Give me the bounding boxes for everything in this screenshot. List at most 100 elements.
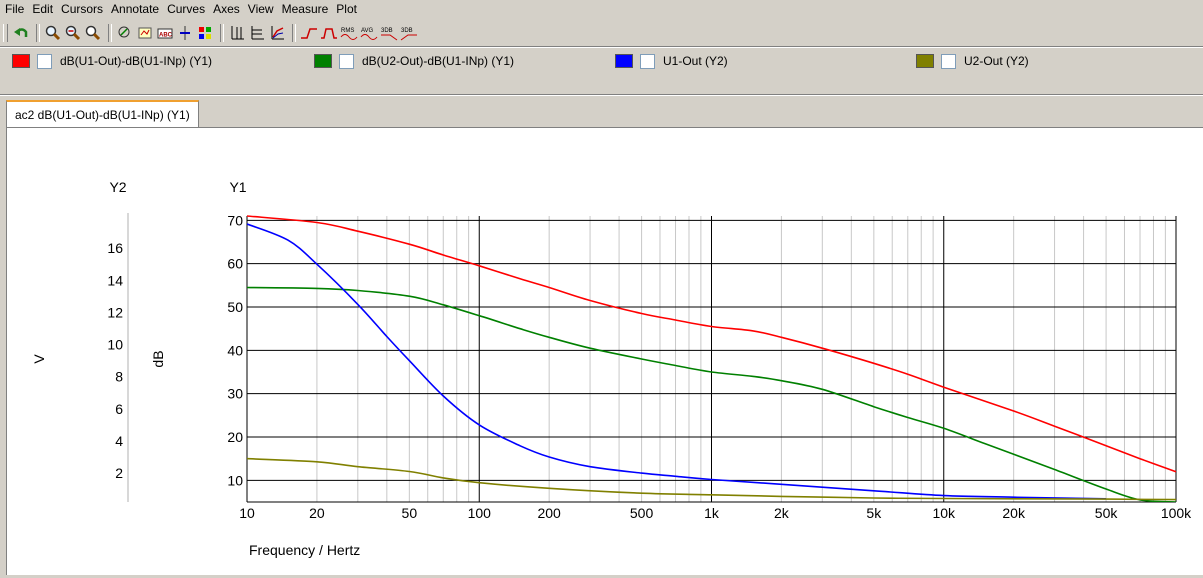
cursor-icon[interactable]	[116, 23, 134, 43]
divider	[0, 47, 1203, 48]
legend-checkbox[interactable]	[339, 53, 354, 69]
x-axis-label: Frequency / Hertz	[249, 542, 360, 558]
menu-edit[interactable]: Edit	[32, 2, 54, 16]
series-line-3	[247, 457, 1177, 501]
zoom-out-icon[interactable]	[64, 23, 82, 43]
rms-icon[interactable]: RMS	[340, 23, 358, 43]
series-line-1	[247, 286, 1177, 502]
toolbar-grip[interactable]	[3, 24, 8, 42]
3db-icon[interactable]: 3DB	[380, 23, 398, 43]
x-tick-label: 10k	[932, 505, 956, 521]
toolbar-separator	[108, 24, 112, 42]
legend-item[interactable]: dB(U2-Out)-dB(U1-INp) (Y1)	[314, 51, 514, 71]
legend-label: U1-Out (Y2)	[663, 54, 728, 68]
x-tick-label: 20k	[1002, 505, 1026, 521]
y2-tick-label: 4	[115, 433, 123, 449]
legend-item[interactable]: dB(U1-Out)-dB(U1-INp) (Y1)	[12, 51, 212, 71]
y1-tick-label: 70	[227, 212, 243, 228]
cursor-pair-icon[interactable]	[136, 23, 154, 43]
y2-tick-label: 2	[115, 465, 123, 481]
x-tick-label: 200	[537, 505, 561, 521]
chart[interactable]: 10 20 50 100 200 500 1k 2k 5k 10k 20k 50k 100k 10 20 30…	[7, 128, 1203, 575]
y2-tick-label: 14	[107, 272, 123, 288]
legend-swatch[interactable]	[615, 54, 633, 68]
y2-axis-title: Y2	[109, 179, 126, 195]
menu-cursors[interactable]: Cursors	[61, 2, 104, 16]
x-tick-label: 500	[630, 505, 654, 521]
y1-tick-label: 20	[227, 429, 243, 445]
y1-axis-label: dB	[150, 350, 166, 367]
menu-curves[interactable]: Curves	[167, 2, 206, 16]
add-trace-icon[interactable]	[176, 23, 194, 43]
legend-checkbox[interactable]	[37, 53, 52, 69]
avg-icon[interactable]: AVG	[360, 23, 378, 43]
x-tick-label: 1k	[704, 505, 720, 521]
avg-icon-text: AVG	[361, 28, 374, 34]
legend-item[interactable]: U2-Out (Y2)	[916, 51, 1029, 71]
y2-tick-label: 16	[107, 240, 123, 256]
axis-icon[interactable]	[248, 23, 266, 43]
x-tick-label: 10	[239, 505, 255, 521]
label-icon[interactable]: ABC	[156, 23, 174, 43]
y1-tick-label: 30	[227, 386, 243, 402]
legend-swatch[interactable]	[314, 54, 332, 68]
menu-file[interactable]: File	[5, 2, 25, 16]
x-tick-label: 50k	[1095, 505, 1119, 521]
menu-bar: File Edit Cursors Annotate Curves Axes View Mea…	[0, 0, 1203, 18]
3db-icon-text: 3DB	[381, 28, 393, 34]
legend-swatch[interactable]	[12, 54, 30, 68]
tab-ac2[interactable]: ac2 dB(U1-Out)-dB(U1-INp) (Y1)	[6, 100, 199, 127]
zoom-fit-icon[interactable]	[84, 23, 102, 43]
zoom-in-icon[interactable]	[44, 23, 62, 43]
series-line-2	[247, 223, 1107, 500]
plot-area[interactable]: 10 20 50 100 200 500 1k 2k 5k 10k 20k 50k 100k 10 20 30…	[6, 127, 1203, 575]
y2-tick-label: 10	[107, 337, 123, 353]
grid-icon[interactable]	[228, 23, 246, 43]
legend-checkbox[interactable]	[941, 53, 956, 69]
undo-icon[interactable]	[12, 23, 30, 43]
y1-tick-label: 10	[227, 472, 243, 488]
paint-icon[interactable]	[196, 23, 214, 43]
y2-tick-label: 8	[115, 369, 123, 385]
3db-high-icon-text: 3DB	[401, 28, 413, 34]
svg-text:ABC: ABC	[159, 33, 173, 39]
tab-label: ac2 dB(U1-Out)-dB(U1-INp) (Y1)	[15, 107, 190, 122]
menu-plot[interactable]: Plot	[336, 2, 357, 16]
y2-axis-label: V	[31, 354, 47, 364]
x-tick-label: 50	[402, 505, 418, 521]
legend-bar: dB(U1-Out)-dB(U1-INp) (Y1) dB(U2-Out)-dB…	[0, 48, 1203, 74]
chart-icon[interactable]	[268, 23, 286, 43]
rise-icon[interactable]	[300, 23, 318, 43]
legend-swatch[interactable]	[916, 54, 934, 68]
menu-view[interactable]: View	[247, 2, 274, 16]
x-tick-label: 2k	[774, 505, 790, 521]
menu-measure[interactable]: Measure	[281, 2, 329, 16]
menu-annotate[interactable]: Annotate	[111, 2, 160, 16]
legend-label: dB(U1-Out)-dB(U1-INp) (Y1)	[60, 54, 213, 68]
x-tick-label: 20	[309, 505, 325, 521]
divider	[0, 46, 1203, 47]
y1-tick-label: 60	[227, 256, 243, 272]
toolbar-separator	[36, 24, 40, 42]
x-tick-label: 100	[468, 505, 492, 521]
toolbar-separator	[292, 24, 296, 42]
tab-strip: ac2 dB(U1-Out)-dB(U1-INp) (Y1)	[0, 97, 1203, 127]
y1-tick-label: 40	[227, 342, 243, 358]
legend-label: dB(U2-Out)-dB(U1-INp) (Y1)	[362, 54, 515, 68]
pulse-icon[interactable]	[320, 23, 338, 43]
3db-high-icon[interactable]: 3DB	[400, 23, 418, 43]
y1-axis-title: Y1	[229, 179, 246, 195]
menu-axes[interactable]: Axes	[213, 2, 240, 16]
legend-label: U2-Out (Y2)	[964, 54, 1029, 68]
y2-tick-label: 12	[107, 304, 123, 320]
toolbar-separator	[220, 24, 224, 42]
toolbar: ABC RMS AVG 3DB 3DB	[0, 20, 1203, 46]
x-tick-label: 5k	[866, 505, 882, 521]
legend-item[interactable]: U1-Out (Y2)	[615, 51, 728, 71]
divider	[0, 94, 1203, 95]
y1-tick-label: 50	[227, 299, 243, 315]
x-tick-label: 100k	[1161, 505, 1192, 521]
y2-tick-label: 6	[115, 401, 123, 417]
legend-checkbox[interactable]	[640, 53, 655, 69]
rms-icon-text: RMS	[341, 28, 354, 34]
